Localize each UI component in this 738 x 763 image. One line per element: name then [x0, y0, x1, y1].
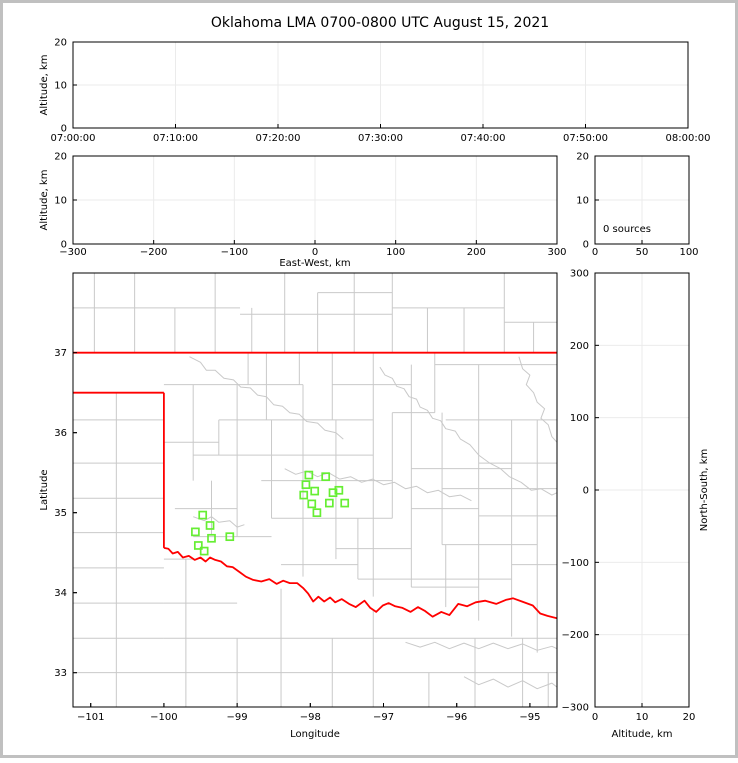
station-marker: [301, 480, 311, 490]
y-tick-label: 37: [54, 348, 67, 359]
y-tick-label: 20: [54, 38, 67, 49]
x-tick-label: −100: [221, 247, 248, 258]
x-tick-label: 07:10:00: [153, 133, 198, 144]
state-border: [163, 547, 557, 620]
x-tick-label: 200: [467, 247, 486, 258]
x-tick-label: 10: [636, 712, 649, 723]
source-count-note: 0 sources: [603, 224, 651, 235]
y-tick-label: 10: [54, 196, 67, 207]
x-tick-label: 07:50:00: [563, 133, 608, 144]
y-tick-label: 0: [61, 124, 67, 135]
x-tick-label: 100: [386, 247, 405, 258]
station-marker: [312, 508, 322, 518]
river-line: [193, 516, 245, 528]
station-marker: [304, 470, 314, 480]
y-axis-label: Altitude, km: [39, 170, 50, 231]
y-tick-label: 34: [54, 588, 67, 599]
x-tick-label: 100: [679, 247, 698, 258]
station-marker: [328, 488, 338, 498]
figure-title: Oklahoma LMA 0700-0800 UTC August 15, 20…: [211, 15, 549, 31]
river-line: [463, 676, 557, 690]
y-tick-label: 10: [54, 81, 67, 92]
y-tick-label: 10: [576, 196, 589, 207]
station-marker: [307, 499, 317, 509]
station-marker: [225, 532, 235, 542]
x-tick-label: 07:20:00: [256, 133, 301, 144]
axes-frame: [72, 272, 558, 708]
y-tick-label: 35: [54, 508, 67, 519]
x-axis-label: Altitude, km: [612, 729, 673, 740]
x-tick-label: −95: [519, 712, 540, 723]
x-tick-label: 07:00:00: [51, 133, 96, 144]
ns-height-panel: 0 10 20 −300 −200 −100 0 100 200 300 Altitude, km N…: [562, 269, 710, 741]
map-overlays: [73, 273, 557, 707]
alt-histogram-panel: 0 50 100 0 10 20 0 sources: [576, 152, 698, 259]
x-tick-label: 50: [636, 247, 649, 258]
y-tick-label: 20: [576, 152, 589, 163]
x-tick-label: 0: [592, 247, 598, 258]
river-line: [405, 641, 557, 651]
station-marker: [191, 527, 200, 537]
station-marker: [199, 546, 209, 556]
y-tick-label: 36: [54, 428, 67, 439]
y-tick-label: 20: [54, 152, 67, 163]
y-tick-label: −200: [562, 630, 589, 641]
x-tick-label: −100: [150, 712, 177, 723]
x-tick-label: −99: [227, 712, 248, 723]
station-markers: [191, 470, 350, 556]
y-tick-label: 100: [570, 413, 589, 424]
x-tick-label: 07:40:00: [461, 133, 506, 144]
station-marker: [334, 485, 344, 495]
x-tick-label: 07:30:00: [358, 133, 403, 144]
ew-height-panel: −300 −200 −100 0 100 200 300 0 10 20 East-West, km…: [39, 152, 567, 270]
x-tick-label: −300: [59, 247, 86, 258]
y-tick-label: 0: [583, 240, 589, 251]
station-marker: [340, 498, 350, 508]
x-tick-label: 20: [683, 712, 696, 723]
river-line: [379, 366, 557, 496]
station-marker: [299, 490, 309, 500]
river-line: [284, 468, 472, 502]
y-tick-label: 33: [54, 668, 67, 679]
x-tick-label: 08:00:00: [666, 133, 711, 144]
y-tick-label: −100: [562, 558, 589, 569]
y-tick-label: 0: [61, 240, 67, 251]
station-marker: [205, 521, 215, 530]
x-tick-label: −98: [300, 712, 321, 723]
y-axis-label: Altitude, km: [39, 55, 50, 116]
x-axis-label: East-West, km: [279, 258, 350, 269]
x-tick-label: 0: [312, 247, 318, 258]
x-tick-label: −96: [446, 712, 467, 723]
x-tick-label: −101: [77, 712, 104, 723]
y-tick-label: −300: [562, 703, 589, 714]
y-tick-label: 0: [583, 486, 589, 497]
y-tick-label: 300: [570, 269, 589, 280]
time-height-panel: 07:00:00 07:10:00 07:20:00 07:30:00 07:40:00…: [39, 38, 710, 145]
station-marker: [207, 533, 216, 543]
station-marker: [198, 510, 208, 520]
x-tick-label: −200: [140, 247, 167, 258]
station-marker: [193, 541, 203, 550]
river-line: [518, 356, 557, 443]
station-marker: [310, 486, 320, 496]
station-marker: [324, 498, 334, 508]
x-tick-label: −97: [373, 712, 394, 723]
river-line: [189, 356, 344, 440]
map-axes-top: [72, 272, 558, 708]
x-tick-label: 300: [547, 247, 566, 258]
station-marker: [321, 472, 331, 482]
x-axis-label: Longitude: [290, 729, 340, 740]
x-tick-label: 0: [592, 712, 598, 723]
y-axis-label: Latitude: [39, 469, 50, 510]
y-tick-label: 200: [570, 341, 589, 352]
y-axis-label: North-South, km: [699, 449, 710, 532]
